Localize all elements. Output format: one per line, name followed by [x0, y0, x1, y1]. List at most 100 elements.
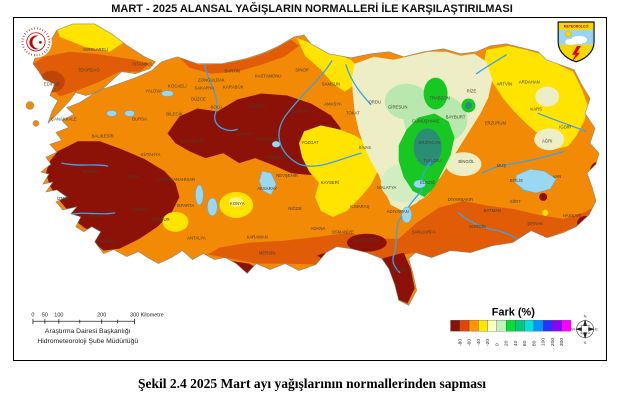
province-label-şirnak: ŞIRNAK	[527, 221, 543, 226]
scale-value: 300	[130, 312, 139, 318]
legend-swatch	[505, 320, 516, 332]
province-label-zonguldak: ZONGULDAK	[198, 78, 225, 83]
ministry-logo-icon	[19, 25, 52, 58]
province-label-kastamonu: KASTAMONU	[255, 74, 282, 79]
province-label-muş: MUŞ	[497, 163, 507, 168]
compass-n: N	[584, 314, 587, 319]
legend-ticks: -80 -60 -40 -20 0 20 40 60 80 100 200 300	[457, 338, 565, 347]
province-label-i̇zmi̇r: İZMİR	[57, 196, 69, 201]
legend-swatch	[533, 320, 544, 332]
lake-keban	[413, 179, 426, 189]
province-label-adiyaman: ADIYAMAN	[387, 209, 409, 214]
province-label-bi̇leci̇k: BİLECİK	[166, 111, 183, 116]
province-label-tokat: TOKAT	[346, 110, 360, 115]
province-label-tunceli̇: TUNCELİ	[423, 158, 441, 163]
province-label-karabük: KARABÜK	[223, 85, 244, 90]
scale-value: 50	[42, 312, 48, 318]
region-siirt-dot	[542, 209, 549, 216]
province-label-aksaray: AKSARAY	[257, 186, 277, 191]
region-agri-pale	[534, 128, 565, 151]
legend-tick: -20	[485, 339, 491, 346]
institution-line2: Hidrometeoroloji Şube Müdürlüğü	[37, 338, 138, 345]
lake-ulubat	[124, 110, 135, 117]
province-label-çanakkale: ÇANAKKALE	[51, 116, 77, 121]
province-label-kars: KARS	[530, 106, 542, 111]
province-label-kirşehi̇r: KIRŞEHİR	[266, 155, 286, 160]
province-label-kirklareli̇: KIRKLARELİ	[83, 47, 108, 52]
province-label-şanliurfa: ŞANLIURFA	[412, 230, 436, 235]
legend-tick: 20	[504, 340, 510, 346]
legend-swatch	[552, 320, 562, 332]
region-bingol-cream	[445, 152, 482, 177]
province-label-kütahya: KÜTAHYA	[141, 152, 161, 157]
crescent-icon	[29, 35, 39, 50]
river-kizilirmak	[278, 60, 362, 167]
province-label-ri̇ze: RİZE	[467, 89, 477, 94]
region-south-band	[194, 200, 597, 265]
lake-van	[515, 168, 557, 194]
coastline	[32, 23, 600, 306]
province-label-afyonkarahi̇sar: AFYONKARAHİSAR	[156, 177, 195, 182]
river-gediz	[61, 162, 109, 167]
meteoroloji-label: METEOROLOJİ	[564, 23, 589, 28]
province-label-edi̇rne: EDİRNE	[44, 82, 60, 87]
map-title: MART - 2025 ALANSAL YAĞIŞLARIN NORMALLER…	[111, 3, 513, 15]
legend-swatch	[450, 320, 460, 332]
scale-value: 100	[54, 312, 63, 318]
lake-tuz	[258, 170, 277, 196]
region-antalya-yellow	[162, 211, 189, 232]
province-label-van: VAN	[553, 174, 561, 179]
province-label-bursa: BURSA	[132, 116, 147, 121]
scale-bar: 0 50 100 200 300 Kilometre Araştırma Dairesi…	[31, 312, 163, 345]
region-central-dark-red	[167, 93, 341, 176]
sun-icon	[564, 30, 572, 38]
scale-ticks	[32, 318, 135, 325]
province-label-erzurum: ERZURUM	[485, 120, 507, 125]
legend-tick: -80	[457, 339, 463, 346]
province-label-gümüşhane: GÜMÜŞHANE	[412, 118, 440, 123]
scale-value: 200	[97, 312, 106, 318]
province-label-antalya: ANTALYA	[187, 236, 206, 241]
province-label-si̇nop: SİNOP	[295, 68, 308, 73]
compass-rose-icon: N E S W	[571, 314, 598, 345]
province-label-mardi̇n: MARDİN	[469, 224, 486, 229]
island-gokceada	[25, 101, 35, 110]
legend-tick: -60	[467, 339, 473, 346]
legend-swatch	[487, 320, 498, 332]
lake-egirdir	[195, 184, 204, 206]
province-label-teki̇rdağ: TEKİRDAĞ	[78, 68, 100, 73]
scale-values: 0 50 100 200 300	[31, 312, 139, 318]
province-label-çankiri: ÇANKIRI	[249, 103, 266, 108]
river-aras	[537, 112, 587, 132]
lakes	[106, 90, 557, 224]
region-hatay	[381, 252, 415, 304]
province-label-kayseri̇: KAYSERİ	[321, 180, 339, 185]
province-label-bi̇tli̇s: BİTLİS	[510, 178, 523, 183]
legend-swatches	[450, 320, 572, 332]
region-rize-core	[464, 102, 472, 109]
river-yesilirmak	[345, 64, 372, 106]
region-erzincan-teal-core	[413, 128, 442, 167]
province-label-yozgat: YOZGAT	[301, 140, 319, 145]
region-gaziantep	[346, 233, 387, 252]
province-label-adana: ADANA	[311, 226, 326, 231]
river-coruh	[475, 54, 507, 75]
province-label-si̇i̇rt: SİİRT	[510, 199, 521, 204]
province-label-aydin: AYDIN	[89, 213, 102, 218]
province-label-artvi̇n: ARTVİN	[497, 82, 513, 87]
province-label-bayburt: BAYBURT	[446, 114, 466, 119]
region-east-edge-spot	[590, 162, 600, 181]
legend-tick: 300	[559, 338, 565, 347]
province-label-bolu: BOLU	[210, 104, 222, 109]
lake-beysehir	[207, 197, 218, 217]
province-label-i̇stanbul: İSTANBUL	[132, 62, 153, 67]
legend-swatch	[515, 320, 525, 332]
legend-swatch	[459, 320, 470, 332]
compass-e: E	[595, 327, 598, 332]
province-label-muğla: MUĞLA	[101, 239, 116, 244]
province-label-konya: KONYA	[230, 201, 245, 206]
legend-swatch	[561, 320, 572, 332]
province-label-gi̇resun: GİRESUN	[388, 104, 407, 109]
province-label-kirikkale: KIRIKKALE	[256, 136, 278, 141]
province-label-ni̇ğde: NİĞDE	[288, 206, 302, 211]
